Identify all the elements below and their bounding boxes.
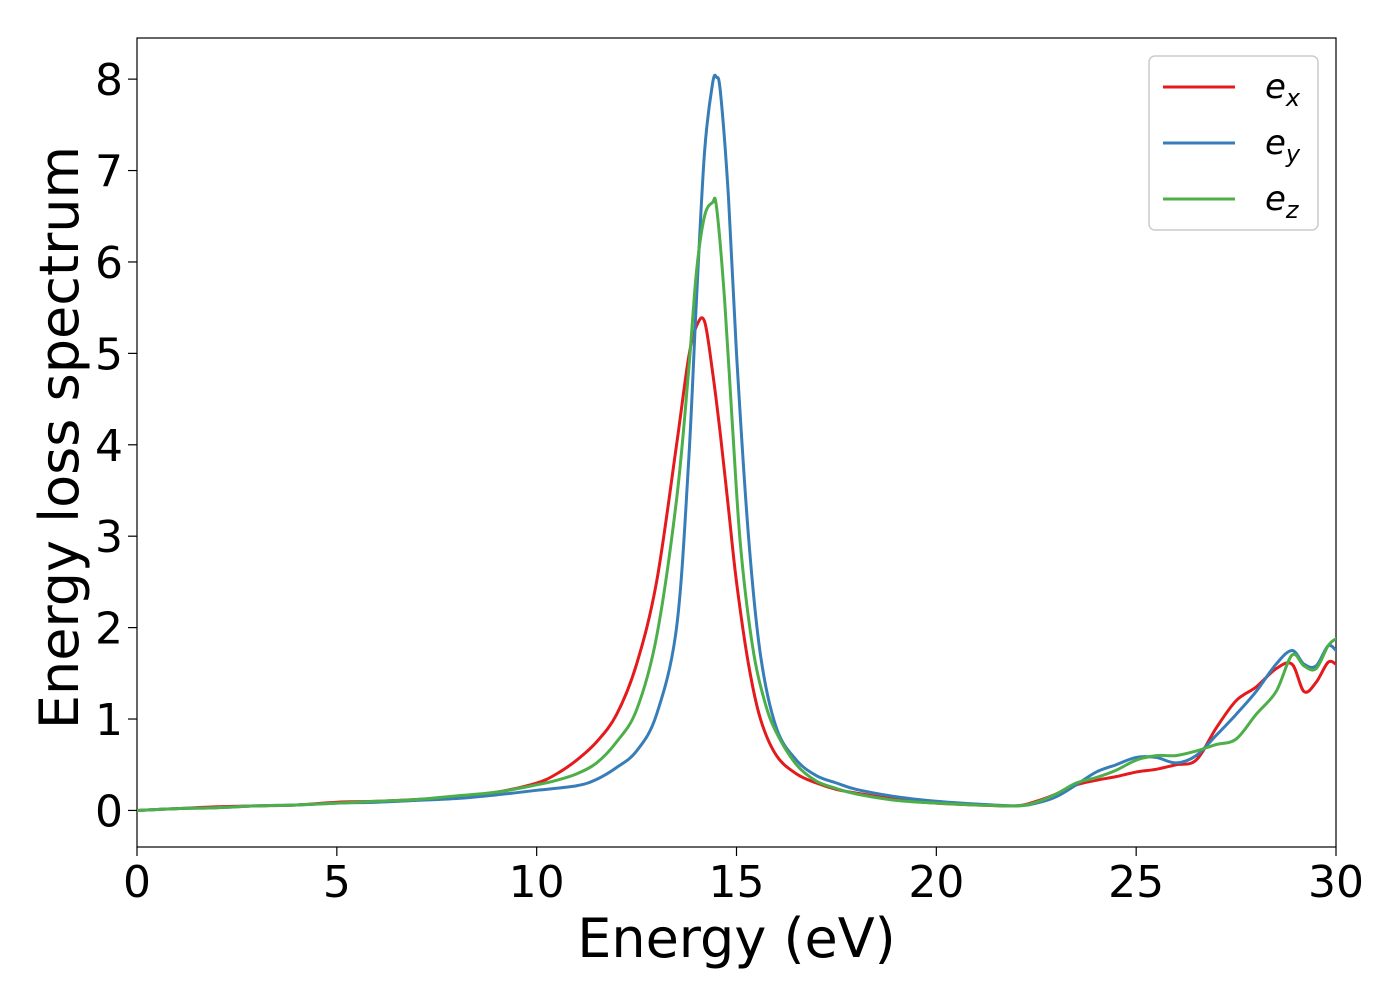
y-tick-label: 1 — [95, 695, 123, 746]
legend-label-x: ex — [1265, 67, 1301, 112]
x-tick-label: 5 — [323, 857, 351, 908]
legend-label-subscript: y — [1285, 140, 1301, 168]
x-axis-label: Energy (eV) — [577, 907, 896, 970]
y-tick-label: 8 — [95, 55, 123, 106]
x-tick-label: 30 — [1308, 857, 1364, 908]
y-tick-label: 7 — [95, 147, 123, 198]
y-axis-label: Energy loss spectrum — [28, 146, 91, 729]
x-tick-label: 25 — [1108, 857, 1164, 908]
y-tick-label: 0 — [95, 786, 123, 837]
legend-label-z: ez — [1265, 179, 1300, 224]
x-tick-label: 0 — [123, 857, 151, 908]
y-tick-label: 5 — [95, 329, 123, 380]
legend-label-subscript: z — [1285, 196, 1300, 224]
y-tick-label: 4 — [95, 421, 123, 472]
legend-label-base: e — [1265, 123, 1286, 163]
legend-label-base: e — [1265, 67, 1286, 107]
y-tick-label: 6 — [95, 238, 123, 289]
legend-label-base: e — [1265, 179, 1286, 219]
x-tick-label: 10 — [509, 857, 565, 908]
x-tick-label: 20 — [908, 857, 964, 908]
y-tick-label: 2 — [95, 604, 123, 655]
series-line-x — [137, 316, 1336, 812]
x-tick-label: 15 — [709, 857, 765, 908]
series-line-y — [137, 73, 1336, 812]
legend-label-y: ey — [1265, 123, 1301, 168]
series-line-z — [137, 196, 1336, 812]
legend-label-subscript: x — [1285, 84, 1301, 112]
y-tick-label: 3 — [95, 512, 123, 563]
